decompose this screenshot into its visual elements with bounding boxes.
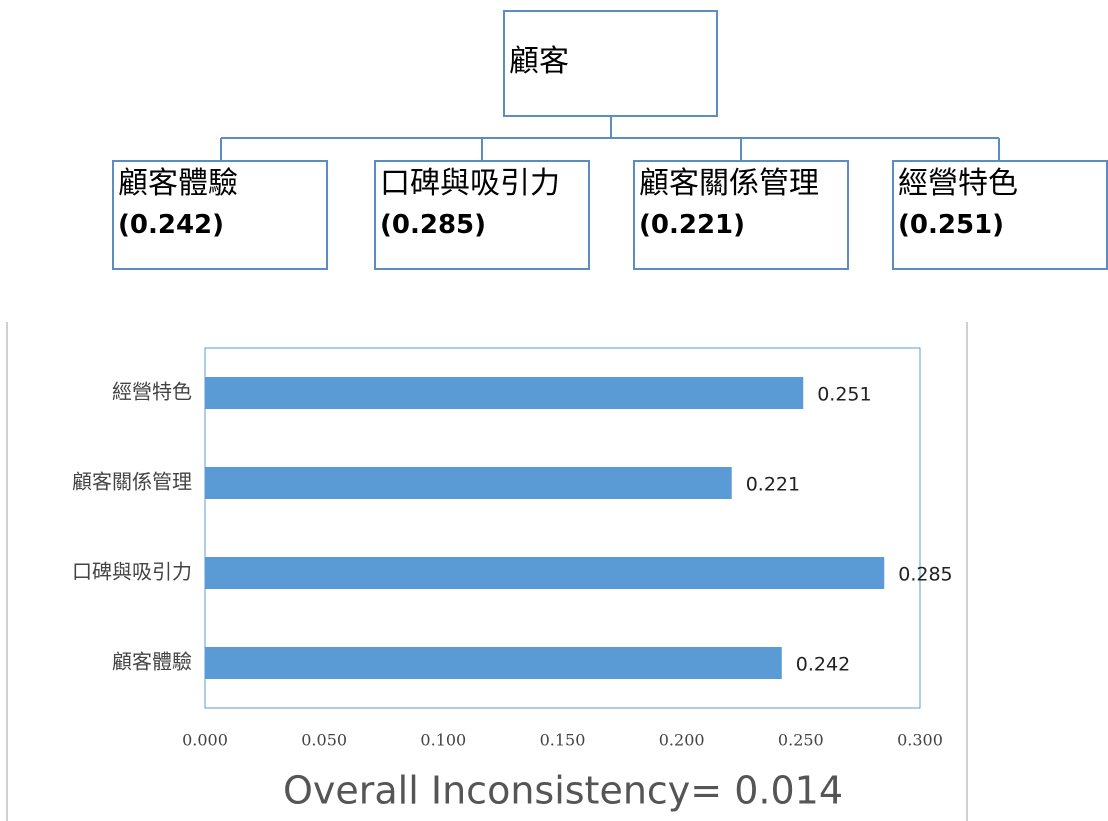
child-node: 經營特色 (0.251) [892, 160, 1108, 270]
x-tick-label: 0.000 [182, 731, 228, 750]
node-label: 經營特色 [898, 166, 1018, 201]
node-weight: (0.221) [639, 210, 746, 240]
x-tick-label: 0.050 [301, 731, 347, 750]
value-label: 0.285 [898, 564, 952, 586]
bar [205, 377, 804, 409]
root-node: 顧客 [503, 10, 718, 117]
node-weight: (0.285) [380, 210, 487, 240]
value-label: 0.242 [796, 654, 850, 676]
child-node: 口碑與吸引力 (0.285) [374, 160, 590, 270]
node-label: 顧客 [509, 44, 569, 79]
y-tick-label: 經營特色 [112, 380, 192, 404]
value-label: 0.251 [817, 384, 871, 406]
plot-area [204, 347, 921, 709]
node-label: 口碑與吸引力 [380, 166, 560, 201]
node-label: 顧客關係管理 [639, 166, 819, 201]
annotation: Overall Inconsistency= 0.014 [283, 769, 843, 813]
bar [205, 557, 885, 589]
value-label: 0.221 [746, 474, 800, 496]
x-tick-label: 0.100 [420, 731, 466, 750]
y-tick-label: 顧客關係管理 [72, 470, 192, 494]
y-tick-label: 顧客體驗 [112, 650, 192, 674]
y-tick-label: 口碑與吸引力 [72, 560, 192, 584]
x-tick-label: 0.250 [778, 731, 824, 750]
node-weight: (0.242) [118, 210, 225, 240]
child-node: 顧客體驗 (0.242) [112, 160, 328, 270]
x-tick-label: 0.150 [540, 731, 586, 750]
bar [205, 647, 782, 679]
x-tick-label: 0.200 [659, 731, 705, 750]
node-label: 顧客體驗 [118, 166, 238, 201]
child-node: 顧客關係管理 (0.221) [633, 160, 849, 270]
x-tick-label: 0.300 [897, 731, 943, 750]
bar [205, 467, 732, 499]
node-weight: (0.251) [898, 210, 1005, 240]
